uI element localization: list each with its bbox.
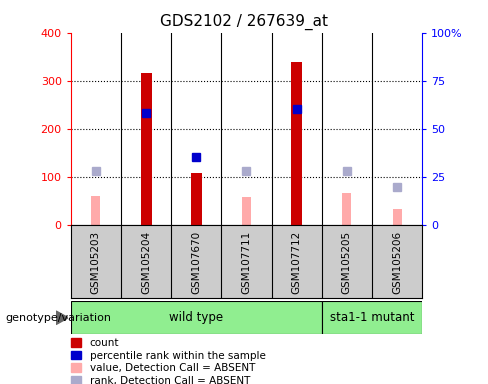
Bar [392, 209, 402, 225]
Bar [242, 197, 251, 225]
Text: GSM105206: GSM105206 [392, 230, 402, 294]
Bar [291, 63, 302, 225]
Text: sta1-1 mutant: sta1-1 mutant [330, 311, 414, 324]
Bar [322, 301, 422, 334]
Bar [191, 173, 202, 225]
Text: genotype/variation: genotype/variation [5, 313, 111, 323]
Text: GSM105204: GSM105204 [141, 230, 151, 294]
Polygon shape [56, 311, 68, 324]
Bar [342, 194, 351, 225]
Bar [91, 196, 101, 225]
Text: GSM105203: GSM105203 [91, 230, 101, 294]
Text: GSM105205: GSM105205 [342, 230, 352, 294]
Legend: count, percentile rank within the sample, value, Detection Call = ABSENT, rank, : count, percentile rank within the sample… [71, 338, 265, 384]
Text: wild type: wild type [169, 311, 224, 324]
Text: GSM107712: GSM107712 [292, 230, 302, 294]
Text: GSM107711: GSM107711 [242, 230, 251, 294]
Bar [141, 73, 152, 225]
Text: GDS2102 / 267639_at: GDS2102 / 267639_at [160, 13, 328, 30]
Bar [71, 301, 322, 334]
Text: GSM107670: GSM107670 [191, 230, 201, 294]
